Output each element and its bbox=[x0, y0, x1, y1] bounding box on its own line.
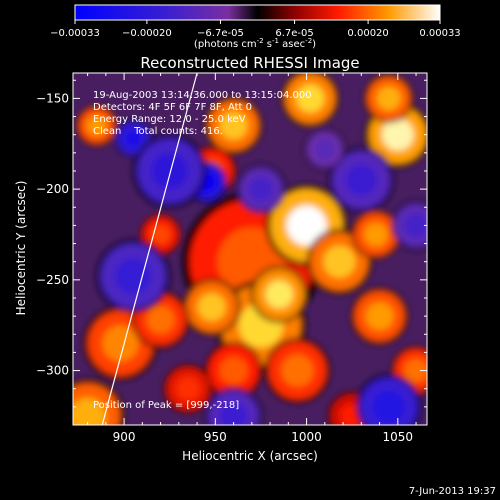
colorbar-tick-label: −0.00033 bbox=[50, 28, 100, 39]
x-tick-label: 1000 bbox=[291, 430, 322, 444]
colorbar-unit-label: (photons cm-2 s-1 asec-2) bbox=[194, 37, 316, 50]
detectors-annotation: Detectors: 4F 5F 6F 7F 8F, Att 0 bbox=[93, 102, 252, 113]
emission-blob-core bbox=[73, 397, 106, 425]
emission-blob-core bbox=[124, 129, 143, 148]
x-axis-label: Heliocentric X (arcsec) bbox=[182, 449, 318, 463]
emission-blob-core bbox=[296, 84, 325, 113]
emission-blob-core bbox=[219, 111, 248, 140]
emission-blob-core bbox=[102, 325, 139, 362]
emission-blob-core bbox=[404, 358, 427, 383]
emission-blob-core bbox=[219, 401, 248, 425]
emission-blob-core bbox=[150, 224, 171, 245]
emission-blob-core bbox=[86, 115, 107, 136]
colorbar-tick-label: −0.00020 bbox=[122, 28, 172, 39]
colorbar bbox=[74, 4, 441, 21]
emission-blob-core bbox=[175, 376, 201, 401]
x-tick-label: 900 bbox=[113, 430, 136, 444]
emission-blob-core bbox=[381, 118, 414, 151]
emission-map bbox=[73, 73, 427, 425]
colorbar-tick-label: 0.00020 bbox=[347, 28, 388, 39]
peak-position-annotation: Position of Peak = [999,-218] bbox=[93, 400, 239, 411]
colorbar-tick-label: −6.7e-05 bbox=[197, 28, 244, 39]
colorbar-tick-label: 6.7e-05 bbox=[275, 28, 313, 39]
emission-blob-core bbox=[365, 302, 394, 331]
solar-limb-line bbox=[101, 73, 198, 425]
emission-blob-core bbox=[151, 152, 188, 190]
footer-date: 7-Jun-2013 19:37 bbox=[409, 486, 496, 497]
y-tick-label: −300 bbox=[36, 364, 69, 378]
emission-blob-core bbox=[219, 356, 248, 385]
time-range-annotation: 19-Aug-2003 13:14:36.000 to 13:15:04.000 bbox=[93, 90, 312, 101]
image-area bbox=[73, 73, 427, 425]
x-tick-label: 1050 bbox=[383, 430, 414, 444]
emission-blob-core bbox=[323, 245, 356, 278]
emission-blob-core bbox=[265, 280, 294, 309]
colorbar-tick-label: 0.00033 bbox=[419, 28, 460, 39]
emission-blob-core bbox=[345, 163, 378, 197]
y-tick-label: −200 bbox=[36, 182, 69, 196]
y-tick-label: −150 bbox=[36, 91, 69, 105]
emission-blob-core bbox=[281, 354, 314, 387]
emission-blob-core bbox=[314, 139, 335, 160]
colorbar-ticks: −0.00033 −0.00020 −6.7e-05 6.7e-05 0.00020 0.… bbox=[50, 20, 461, 39]
emission-blob-core bbox=[197, 293, 226, 322]
chart-title: Reconstructed RHESSI Image bbox=[140, 54, 359, 72]
x-axis-ticks: 900 950 1000 1050 bbox=[87, 73, 417, 444]
plot-frame bbox=[72, 72, 428, 426]
y-axis-label: Heliocentric Y (arcsec) bbox=[14, 181, 28, 316]
emission-blob-core bbox=[372, 390, 405, 423]
emission-blob-core bbox=[363, 222, 388, 247]
y-axis-ticks: −300 −250 −200 −150 bbox=[36, 79, 427, 426]
energy-range-annotation: Energy Range: 12.0 - 25.0 keV bbox=[93, 114, 246, 125]
emission-blob-core bbox=[248, 177, 273, 202]
y-tick-label: −250 bbox=[36, 273, 69, 287]
x-tick-label: 950 bbox=[204, 430, 227, 444]
emission-blob-core bbox=[146, 305, 175, 334]
clean-counts-annotation: Clean Total counts: 416. bbox=[93, 126, 223, 137]
peak-hotspot bbox=[298, 215, 311, 228]
emission-blob-core bbox=[404, 213, 427, 238]
emission-blob-core bbox=[376, 86, 401, 111]
emission-blob-core bbox=[115, 258, 152, 295]
